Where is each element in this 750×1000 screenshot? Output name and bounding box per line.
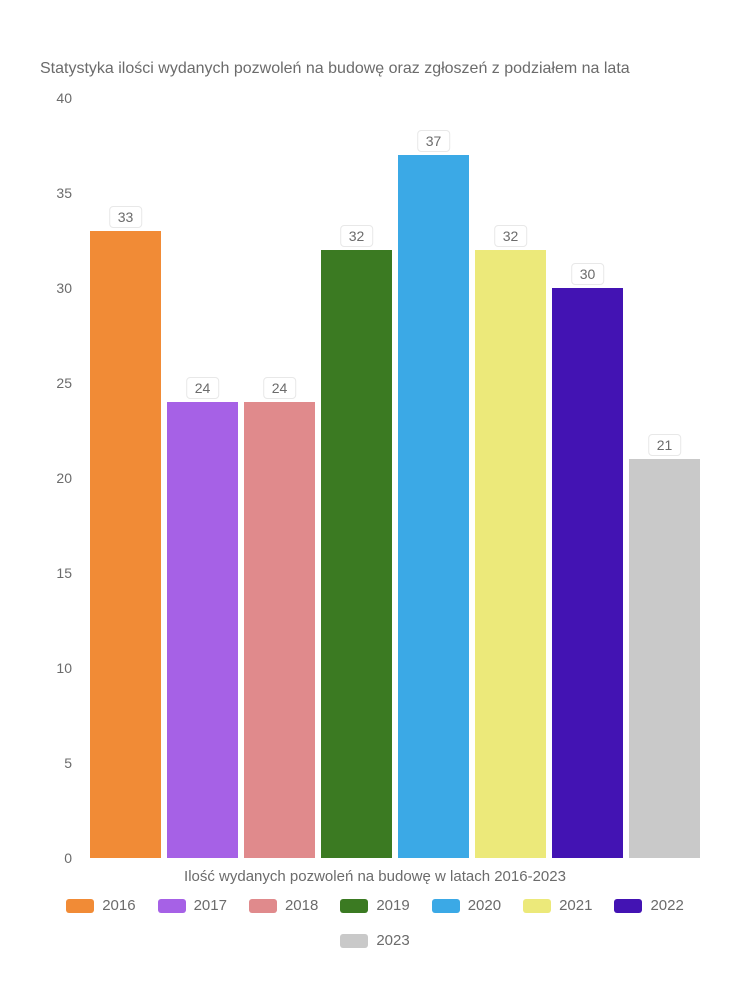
bar-value-label: 24 (186, 377, 220, 399)
bars-area: 3324243237323021 (80, 98, 710, 858)
bar-2017: 24 (167, 402, 238, 858)
legend-swatch (614, 899, 642, 913)
bar-column: 32 (321, 250, 392, 858)
legend-swatch (249, 899, 277, 913)
legend-item-2019: 2019 (340, 897, 409, 914)
legend-label: 2021 (559, 897, 592, 914)
y-tick-label: 20 (56, 470, 72, 486)
legend-item-2018: 2018 (249, 897, 318, 914)
bar-value-label: 37 (417, 130, 451, 152)
legend-item-2016: 2016 (66, 897, 135, 914)
bar-value-label: 32 (494, 225, 528, 247)
y-tick-label: 5 (64, 755, 72, 771)
legend-swatch (523, 899, 551, 913)
legend-swatch (432, 899, 460, 913)
bar-chart: Statystyka ilości wydanych pozwoleń na b… (0, 0, 750, 1000)
legend-item-2020: 2020 (432, 897, 501, 914)
y-tick-label: 10 (56, 660, 72, 676)
legend-swatch (66, 899, 94, 913)
y-tick-label: 35 (56, 185, 72, 201)
bar-column: 32 (475, 250, 546, 858)
bar-2021: 32 (475, 250, 546, 858)
bar-column: 24 (244, 402, 315, 858)
legend-item-2022: 2022 (614, 897, 683, 914)
y-tick-label: 40 (56, 90, 72, 106)
legend-swatch (340, 899, 368, 913)
y-tick-label: 0 (64, 850, 72, 866)
bar-column: 33 (90, 231, 161, 858)
bar-2022: 30 (552, 288, 623, 858)
bar-value-label: 32 (340, 225, 374, 247)
bar-2020: 37 (398, 155, 469, 858)
legend-swatch (340, 934, 368, 948)
bar-value-label: 21 (648, 434, 682, 456)
bar-2016: 33 (90, 231, 161, 858)
bar-column: 21 (629, 459, 700, 858)
legend-item-2017: 2017 (158, 897, 227, 914)
y-tick-label: 30 (56, 280, 72, 296)
legend-label: 2019 (376, 897, 409, 914)
y-tick-label: 15 (56, 565, 72, 581)
y-tick-label: 25 (56, 375, 72, 391)
legend-label: 2016 (102, 897, 135, 914)
legend-item-2023: 2023 (340, 932, 409, 949)
y-axis: 0510152025303540 (40, 98, 80, 858)
legend-label: 2022 (650, 897, 683, 914)
legend-label: 2017 (194, 897, 227, 914)
legend-label: 2018 (285, 897, 318, 914)
chart-title: Statystyka ilości wydanych pozwoleń na b… (40, 60, 710, 78)
bar-2019: 32 (321, 250, 392, 858)
bar-column: 30 (552, 288, 623, 858)
bar-value-label: 30 (571, 263, 605, 285)
x-axis-label: Ilość wydanych pozwoleń na budowę w lata… (40, 868, 710, 885)
legend-swatch (158, 899, 186, 913)
legend-label: 2023 (376, 932, 409, 949)
legend-item-2021: 2021 (523, 897, 592, 914)
bar-value-label: 33 (109, 206, 143, 228)
bar-2023: 21 (629, 459, 700, 858)
plot-area: 0510152025303540 3324243237323021 (80, 98, 710, 858)
legend-label: 2020 (468, 897, 501, 914)
bar-column: 24 (167, 402, 238, 858)
legend: 2016 2017 2018 2019 2020 2021 2022 2023 (40, 897, 710, 949)
bar-value-label: 24 (263, 377, 297, 399)
bar-column: 37 (398, 155, 469, 858)
bar-2018: 24 (244, 402, 315, 858)
